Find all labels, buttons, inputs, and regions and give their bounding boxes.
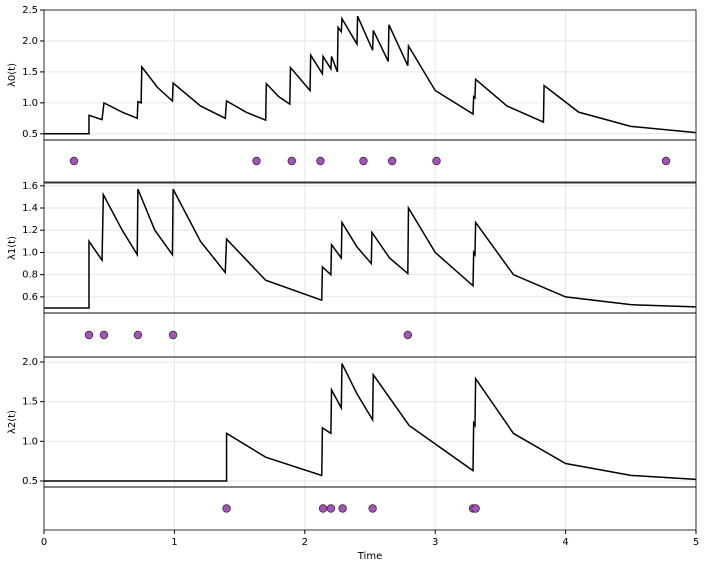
y-axis-label: λ2(t) (7, 410, 18, 434)
intensity-line (44, 15, 697, 135)
plot-frame (43, 182, 697, 314)
y-tick-label: 0.5 (22, 129, 38, 140)
event-dot (403, 330, 413, 340)
y-tick-label: 0.5 (22, 476, 38, 487)
event-dot (359, 156, 368, 166)
y-tick-label: 1.0 (22, 98, 38, 109)
y-axis-label: λ1(t) (7, 236, 18, 260)
event-dot (252, 156, 261, 166)
event-dot (99, 330, 109, 340)
event-dot (69, 156, 79, 166)
event-dot (326, 504, 336, 513)
event-dot (471, 504, 480, 513)
y-tick-label: 1.5 (22, 397, 38, 408)
event-dot (222, 504, 231, 513)
y-tick-label: 1.2 (22, 225, 38, 236)
x-tick-label: 5 (693, 537, 699, 548)
y-tick-label: 1.0 (22, 247, 38, 258)
y-tick-label: 0.8 (22, 270, 38, 281)
plot-frame (43, 356, 697, 488)
y-tick-label: 1.6 (22, 181, 38, 192)
event-dot (133, 330, 143, 340)
event-dot (661, 156, 671, 166)
intensity-line (44, 363, 697, 482)
x-axis-label: Time (357, 551, 382, 562)
event-dot (316, 156, 325, 166)
x-tick-label: 3 (432, 537, 438, 548)
y-tick-label: 2.0 (22, 36, 38, 47)
event-dot (432, 156, 441, 166)
y-tick-label: 1.4 (22, 203, 38, 214)
x-tick-label: 2 (302, 537, 308, 548)
event-dot (338, 504, 347, 513)
y-tick-label: 1.0 (22, 436, 38, 447)
event-dot (368, 504, 377, 513)
y-tick-label: 2.0 (22, 357, 38, 368)
x-tick-label: 4 (562, 537, 568, 548)
event-frame (43, 139, 697, 183)
event-frame (43, 486, 697, 531)
event-dot (387, 156, 397, 166)
x-tick-label: 1 (171, 537, 177, 548)
event-dot (168, 330, 178, 340)
event-dot (287, 156, 296, 166)
y-tick-label: 1.5 (22, 67, 38, 78)
y-tick-label: 2.5 (22, 5, 38, 16)
intensity-line (44, 188, 697, 309)
event-dot (84, 330, 94, 340)
y-tick-label: 0.6 (22, 292, 38, 303)
event-dot (318, 504, 328, 513)
x-tick-label: 0 (41, 537, 47, 548)
y-axis-label: λ0(t) (7, 63, 18, 87)
